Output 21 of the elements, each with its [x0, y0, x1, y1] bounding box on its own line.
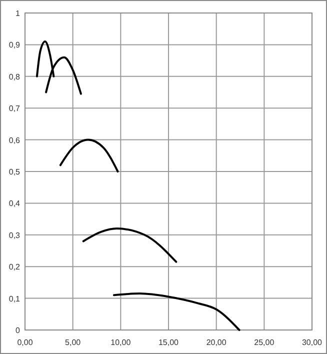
x-tick-label: 5,00: [65, 338, 82, 347]
y-tick-label: 0,8: [8, 72, 21, 82]
y-tick-label: 0,4: [8, 199, 21, 208]
y-tick-label: 0,6: [8, 136, 21, 145]
x-tick-label: 30,00: [302, 338, 323, 347]
x-tick-label: 10,00: [110, 338, 132, 347]
y-tick-label: 0,3: [8, 230, 21, 240]
x-tick-label: 0,00: [17, 338, 34, 347]
x-tick-label: 25,00: [254, 338, 275, 347]
line-series: [59, 138, 119, 172]
y-tick-label: 0,1: [8, 294, 21, 304]
x-tick-label: 20,00: [206, 338, 227, 347]
line-series: [82, 228, 178, 263]
y-tick-label: 0,7: [8, 104, 21, 114]
y-tick-label: 0,9: [8, 40, 21, 50]
y-tick-label: 1: [16, 9, 21, 18]
y-tick-label: 0: [16, 326, 21, 335]
y-tick-label: 0,5: [8, 168, 21, 176]
y-tick-label: 0,2: [8, 262, 21, 272]
line-series: [112, 292, 240, 331]
x-tick-label: 15,00: [158, 338, 180, 347]
